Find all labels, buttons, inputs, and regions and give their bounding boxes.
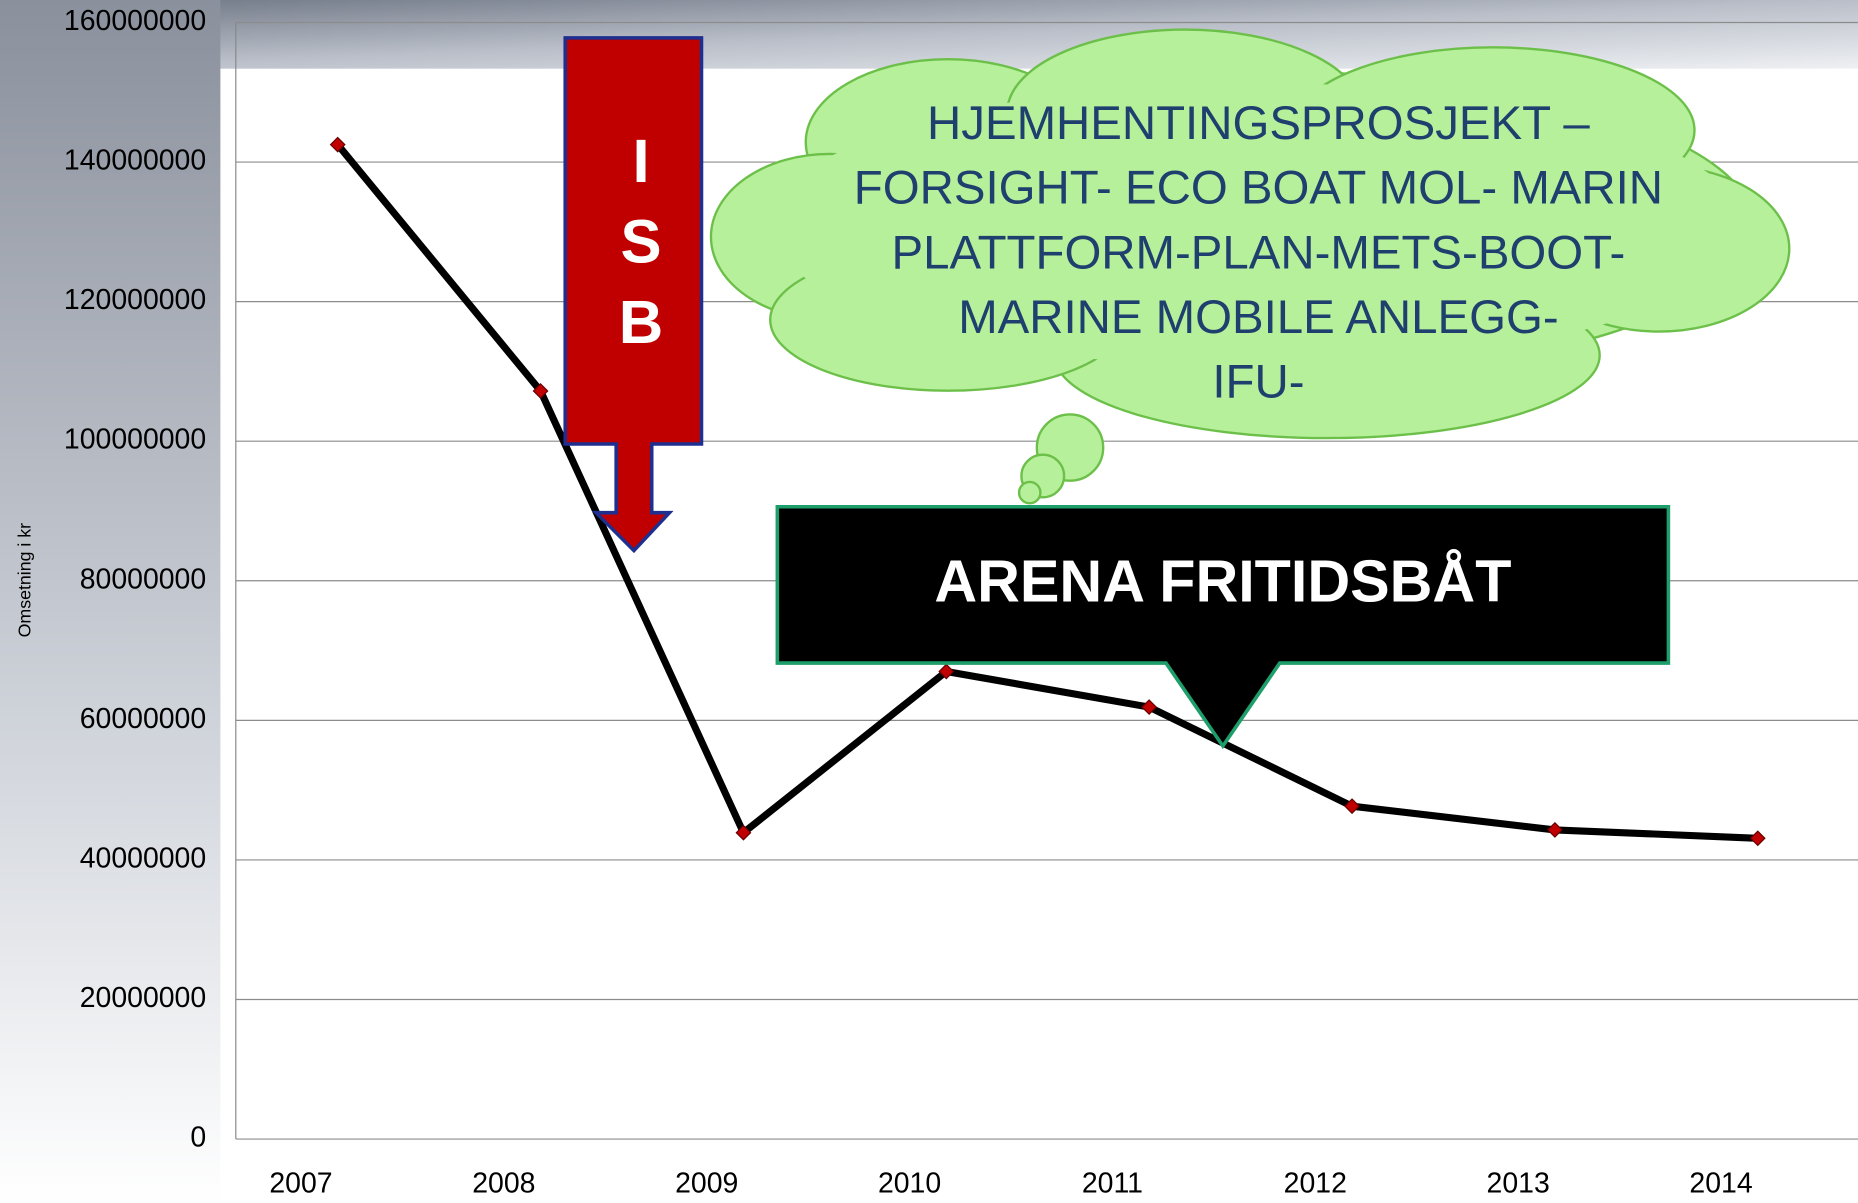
cloud-text: IFU- xyxy=(1212,355,1304,408)
cloud-text: MARINE MOBILE ANLEGG- xyxy=(958,291,1558,344)
y-tick-label: 100000000 xyxy=(64,424,206,456)
chart: Omsetning i kr 0 20000000 40000000 60000000… xyxy=(0,0,1858,1203)
x-tick-label: 2008 xyxy=(472,1168,535,1200)
y-tick-label: 140000000 xyxy=(64,145,206,177)
cloud-text: PLATTFORM-PLAN-METS-BOOT- xyxy=(892,226,1626,279)
cloud-text: FORSIGHT- ECO BOAT MOL- MARIN xyxy=(854,162,1663,215)
y-tick-label: 40000000 xyxy=(80,842,206,874)
x-tick-label: 2009 xyxy=(675,1168,738,1200)
isb-letter: S xyxy=(621,208,662,277)
y-tick-label: 160000000 xyxy=(64,5,206,37)
x-tick-label: 2014 xyxy=(1689,1168,1752,1200)
isb-letter: I xyxy=(632,127,649,196)
x-tick-label: 2007 xyxy=(269,1168,332,1200)
y-tick-label: 0 xyxy=(190,1122,206,1154)
x-tick-label: 2010 xyxy=(878,1168,941,1200)
arena-text: ARENA FRITIDSBÅT xyxy=(934,548,1511,615)
isb-letter: B xyxy=(619,288,664,357)
y-tick-label: 80000000 xyxy=(80,563,206,595)
x-tick-label: 2011 xyxy=(1082,1168,1143,1200)
y-tick-label: 60000000 xyxy=(80,703,206,735)
y-axis-label: Omsetning i kr xyxy=(15,523,35,637)
cloud-text: HJEMHENTINGSPROSJEKT – xyxy=(927,97,1590,150)
x-tick-label: 2013 xyxy=(1487,1168,1550,1200)
y-tick-label: 120000000 xyxy=(64,284,206,316)
y-tick-label: 20000000 xyxy=(80,982,206,1014)
x-tick-label: 2012 xyxy=(1284,1168,1347,1200)
